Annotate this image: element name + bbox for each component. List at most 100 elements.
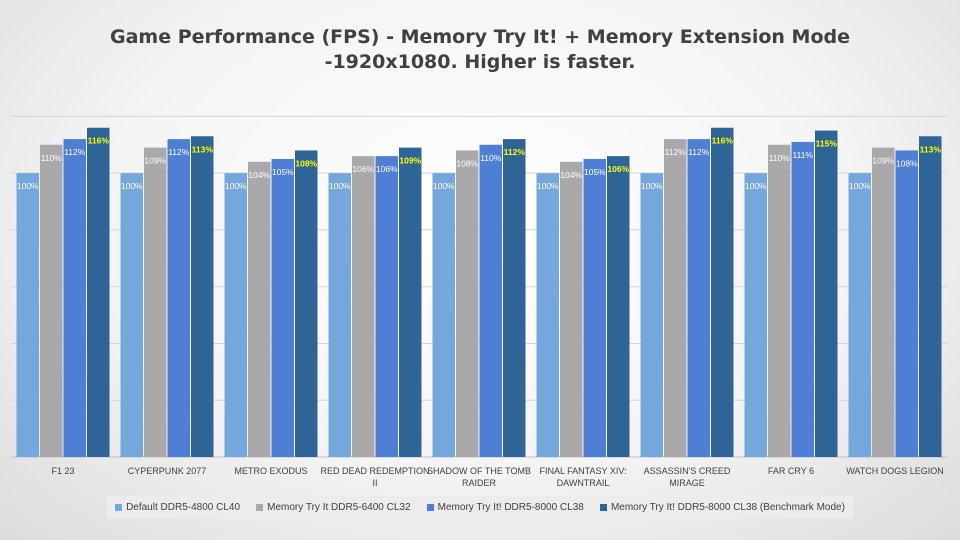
legend-swatch xyxy=(426,503,434,511)
data-label: 108% xyxy=(295,158,317,168)
bar xyxy=(664,139,687,458)
bar xyxy=(815,130,838,458)
legend-swatch xyxy=(256,503,264,511)
data-label: 105% xyxy=(584,167,606,177)
bar xyxy=(40,144,63,457)
category-label: WATCH DOGS LEGION xyxy=(846,466,944,476)
data-label: 109% xyxy=(872,156,894,166)
legend-label: Memory Try It DDR5-6400 CL32 xyxy=(267,501,411,513)
bar xyxy=(399,147,422,457)
legend-item: Default DDR5-4800 CL40 xyxy=(115,502,240,513)
bar xyxy=(120,173,143,457)
category-label: II xyxy=(372,478,377,488)
data-label: 100% xyxy=(849,181,871,191)
category-label: SHADOW OF THE TOMB xyxy=(427,466,531,476)
bar xyxy=(456,150,479,457)
bar xyxy=(167,139,190,458)
data-label: 108% xyxy=(456,158,478,168)
category-label: DAWNTRAIL xyxy=(557,478,610,488)
bar xyxy=(503,139,526,458)
data-label: 100% xyxy=(329,181,351,191)
data-label: 110% xyxy=(769,153,791,163)
data-label: 100% xyxy=(641,181,663,191)
category-label: FINAL FANTASY XIV: xyxy=(539,466,626,476)
legend-label: Memory Try It! DDR5-8000 CL38 (Benchmark… xyxy=(610,501,845,513)
bar xyxy=(271,158,294,457)
category-label: F1 23 xyxy=(51,466,74,476)
bar xyxy=(295,150,318,457)
data-label: 100% xyxy=(17,181,39,191)
data-label: 100% xyxy=(225,181,247,191)
bar xyxy=(16,173,39,457)
bar xyxy=(848,173,871,457)
legend-item: Memory Try It! DDR5-8000 CL38 (Benchmark… xyxy=(599,501,845,513)
data-label: 111% xyxy=(793,150,814,160)
data-label: 100% xyxy=(745,181,767,191)
data-label: 104% xyxy=(248,170,270,180)
chart-title: Game Performance (FPS) - Memory Try It! … xyxy=(110,26,850,48)
bar xyxy=(560,161,583,458)
data-label: 116% xyxy=(88,136,110,146)
chart-subtitle: -1920x1080. Higher is faster. xyxy=(324,51,636,73)
bar xyxy=(63,139,86,458)
bar xyxy=(791,141,814,457)
legend-label: Default DDR5-4800 CL40 xyxy=(126,501,241,513)
category-label: RAIDER xyxy=(462,478,497,488)
data-label: 116% xyxy=(712,136,734,146)
bar xyxy=(248,161,271,458)
data-label: 110% xyxy=(480,153,502,163)
bar xyxy=(607,156,630,457)
data-label: 112% xyxy=(64,147,86,157)
data-label: 112% xyxy=(504,147,526,157)
data-label: 100% xyxy=(537,181,559,191)
data-label: 100% xyxy=(121,181,143,191)
data-label: 106% xyxy=(607,164,629,174)
bar xyxy=(711,127,734,457)
data-label: 113% xyxy=(920,144,942,154)
bar xyxy=(352,156,375,457)
data-label: 112% xyxy=(665,147,687,157)
legend-swatch xyxy=(599,503,607,511)
category-label: RED DEAD REDEMPTION xyxy=(320,466,429,476)
legend-item: Memory Try It DDR5-6400 CL32 xyxy=(256,501,411,513)
bar xyxy=(144,147,167,457)
bar xyxy=(895,150,918,457)
category-label: ASSASSIN'S CREED xyxy=(644,466,731,476)
bar xyxy=(191,136,214,457)
chart-legend: Default DDR5-4800 CL40 Memory Try It DDR5… xyxy=(107,496,853,518)
bar xyxy=(328,173,351,457)
data-label: 115% xyxy=(816,139,838,149)
data-label: 100% xyxy=(433,181,455,191)
bar xyxy=(872,147,895,457)
bar xyxy=(768,144,791,457)
bar xyxy=(432,173,455,457)
bar xyxy=(640,173,663,457)
bar xyxy=(744,173,767,457)
bar xyxy=(536,173,559,457)
data-label: 106% xyxy=(352,164,374,174)
data-label: 109% xyxy=(144,156,166,166)
data-label: 108% xyxy=(896,158,918,168)
bar xyxy=(87,127,110,457)
data-label: 110% xyxy=(41,153,63,163)
data-label: 113% xyxy=(192,144,214,154)
bar xyxy=(479,144,502,457)
data-label: 112% xyxy=(688,147,710,157)
bar xyxy=(919,136,942,457)
data-label: 104% xyxy=(560,170,582,180)
bar xyxy=(375,156,398,457)
legend-swatch xyxy=(115,503,123,511)
category-label: CYPERPUNK 2077 xyxy=(128,466,207,476)
bar xyxy=(224,173,247,457)
category-label: FAR CRY 6 xyxy=(768,466,814,476)
legend-label: Memory Try It! DDR5-8000 CL38 xyxy=(437,501,584,513)
data-label: 106% xyxy=(376,164,398,174)
category-label: MIRAGE xyxy=(669,478,705,488)
data-label: 112% xyxy=(168,147,190,157)
bar xyxy=(583,158,606,457)
data-label: 105% xyxy=(272,167,294,177)
category-label: METRO EXODUS xyxy=(234,466,307,476)
bar xyxy=(687,139,710,458)
data-label: 109% xyxy=(399,156,421,166)
